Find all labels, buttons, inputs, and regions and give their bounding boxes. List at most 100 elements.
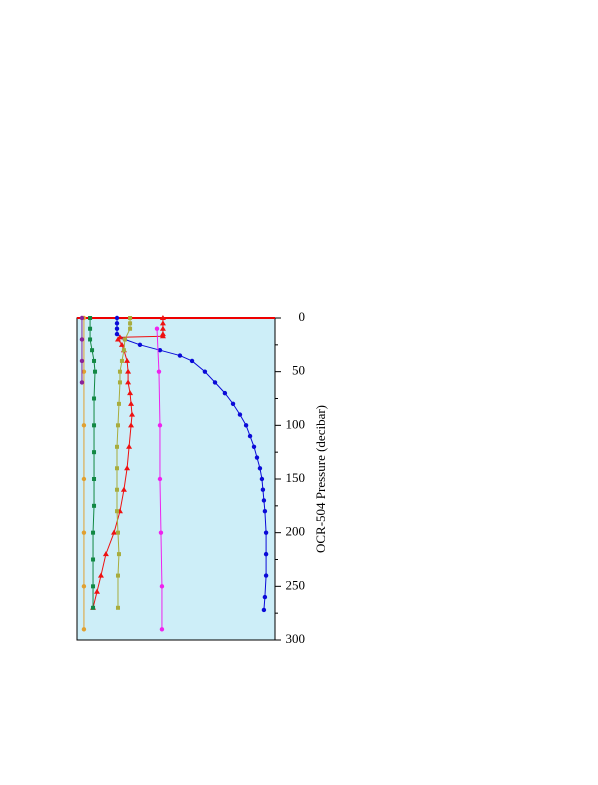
- marker: [79, 315, 85, 321]
- marker: [259, 476, 265, 482]
- marker: [79, 337, 85, 342]
- marker: [237, 412, 243, 417]
- marker: [247, 433, 253, 439]
- marker: [137, 342, 143, 348]
- marker: [243, 423, 249, 428]
- marker: [88, 316, 93, 320]
- marker: [111, 529, 118, 535]
- marker: [260, 487, 266, 492]
- marker: [154, 326, 160, 331]
- marker: [128, 316, 133, 320]
- marker: [117, 380, 122, 385]
- y-tick-label: 100: [286, 416, 306, 431]
- marker: [121, 348, 126, 353]
- marker: [88, 337, 93, 342]
- y-tick-label: 0: [299, 309, 306, 324]
- marker: [91, 530, 96, 535]
- marker: [92, 423, 97, 428]
- marker: [81, 530, 87, 535]
- marker: [125, 379, 132, 385]
- marker: [91, 557, 96, 562]
- marker: [128, 326, 133, 331]
- profile-line: [116, 318, 267, 610]
- marker: [212, 380, 218, 385]
- marker: [90, 348, 95, 353]
- marker: [116, 552, 121, 557]
- marker: [120, 486, 127, 492]
- y-axis-label: OCR-504 Pressure (decibar): [313, 405, 328, 553]
- marker: [122, 337, 127, 342]
- marker: [92, 503, 97, 508]
- marker: [129, 411, 136, 417]
- marker: [118, 341, 125, 347]
- marker: [261, 498, 267, 503]
- marker: [114, 315, 120, 321]
- marker: [79, 380, 85, 385]
- marker: [81, 369, 87, 374]
- marker: [159, 584, 165, 589]
- marker: [263, 551, 269, 557]
- marker: [114, 466, 119, 471]
- marker: [128, 400, 135, 406]
- marker: [81, 423, 87, 428]
- marker: [128, 422, 135, 428]
- marker: [159, 333, 166, 339]
- marker: [92, 358, 97, 363]
- marker: [81, 476, 87, 482]
- marker: [119, 358, 124, 363]
- y-tick-label: 200: [286, 524, 306, 539]
- marker: [254, 455, 260, 460]
- marker: [114, 331, 120, 337]
- marker: [81, 627, 87, 632]
- marker: [127, 390, 134, 396]
- marker: [262, 594, 268, 600]
- marker: [251, 444, 257, 449]
- marker: [114, 321, 120, 326]
- marker: [263, 573, 269, 578]
- marker: [81, 584, 87, 589]
- marker: [159, 320, 166, 326]
- marker: [114, 326, 120, 331]
- marker: [114, 487, 119, 492]
- marker: [91, 584, 96, 589]
- marker: [97, 572, 104, 578]
- marker: [93, 588, 100, 594]
- marker: [115, 605, 120, 610]
- marker: [124, 357, 131, 363]
- marker: [156, 369, 162, 374]
- marker: [91, 605, 96, 610]
- marker: [114, 444, 119, 449]
- marker: [79, 358, 85, 364]
- y-tick-label: 150: [286, 470, 306, 485]
- marker: [222, 390, 228, 396]
- marker: [159, 325, 166, 331]
- marker: [114, 509, 119, 514]
- marker: [102, 551, 109, 557]
- marker: [92, 450, 97, 455]
- marker: [159, 315, 166, 320]
- marker: [93, 369, 98, 374]
- marker: [157, 348, 163, 353]
- marker: [177, 353, 183, 358]
- marker: [117, 369, 122, 374]
- marker: [158, 530, 164, 535]
- marker: [114, 336, 121, 342]
- marker: [157, 476, 163, 482]
- marker: [263, 530, 269, 535]
- marker: [189, 358, 195, 364]
- y-tick-label: 50: [292, 363, 305, 378]
- marker: [116, 401, 121, 406]
- y-tick-label: 250: [286, 577, 306, 592]
- marker: [115, 423, 120, 428]
- marker: [230, 401, 236, 407]
- marker: [159, 627, 165, 632]
- marker: [125, 368, 132, 374]
- marker: [128, 321, 133, 326]
- plot-area: [76, 317, 276, 641]
- marker: [115, 530, 120, 535]
- marker: [92, 396, 97, 401]
- marker: [261, 607, 267, 613]
- marker: [126, 443, 133, 449]
- marker: [115, 573, 120, 578]
